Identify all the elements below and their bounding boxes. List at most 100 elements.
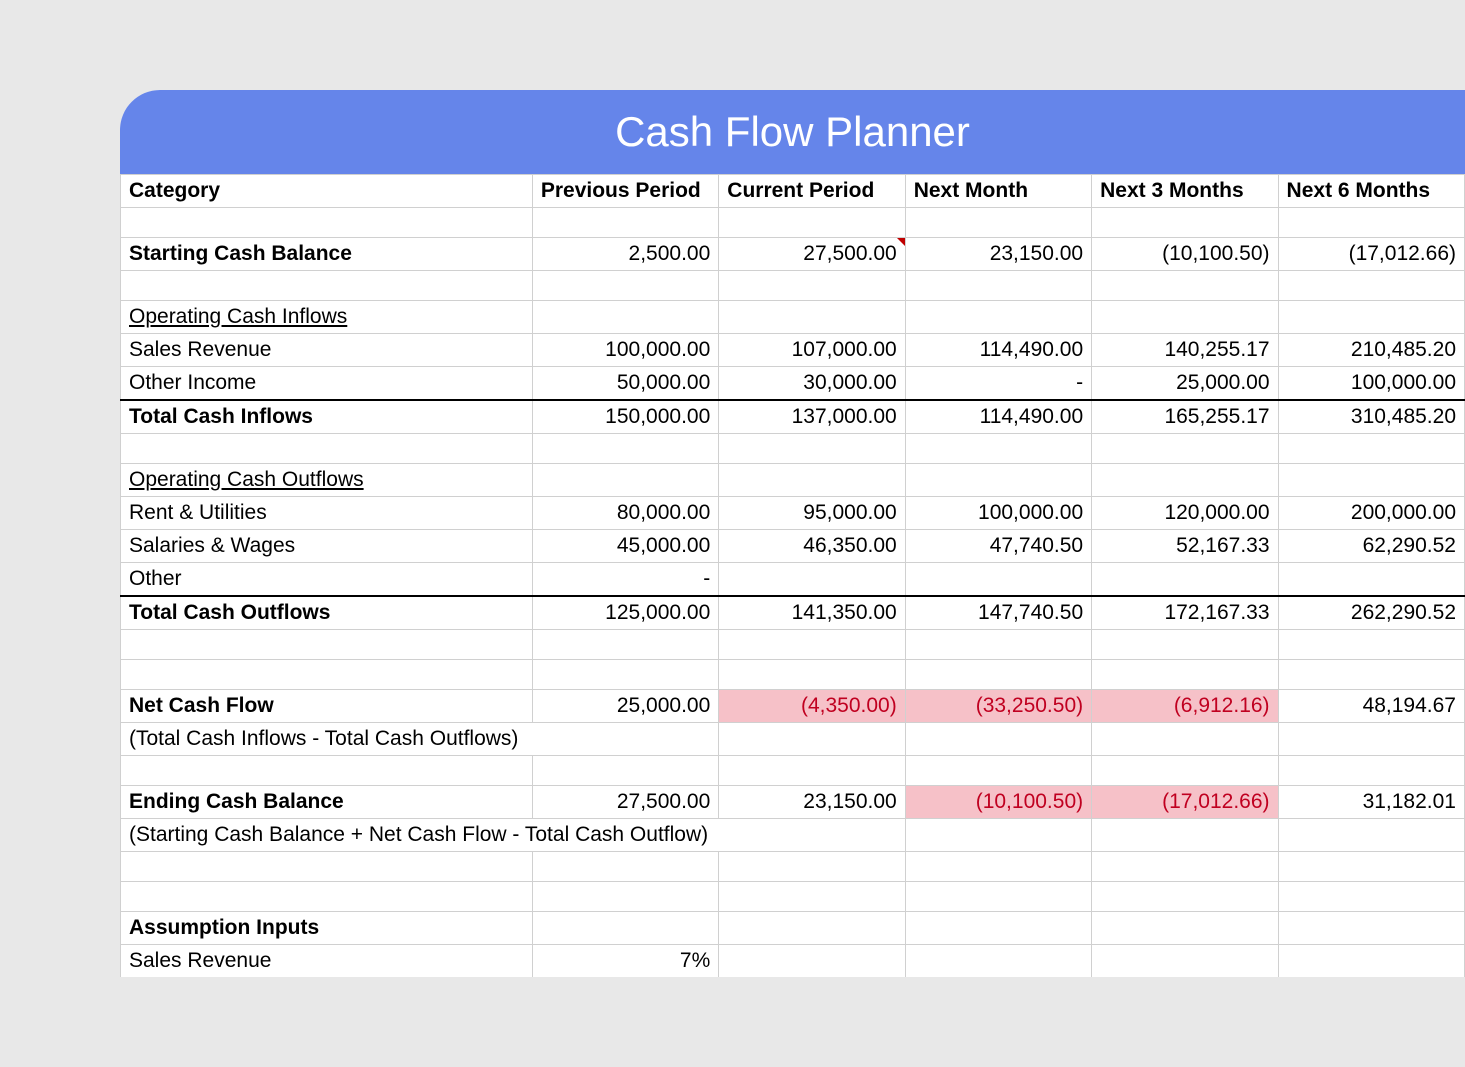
cell[interactable]: 23,150.00 — [719, 786, 905, 819]
cell[interactable]: 95,000.00 — [719, 497, 905, 530]
spacer-row — [121, 660, 1465, 690]
cell[interactable]: (6,912.16) — [1092, 690, 1278, 723]
cell[interactable]: 27,500.00 — [532, 786, 718, 819]
row-rent: Rent & Utilities 80,000.00 95,000.00 100… — [121, 497, 1465, 530]
row-ending-cash-note: (Starting Cash Balance + Net Cash Flow -… — [121, 819, 1465, 852]
cell[interactable]: (33,250.50) — [905, 690, 1091, 723]
note-net-cash[interactable]: (Total Cash Inflows - Total Cash Outflow… — [121, 723, 719, 756]
label-sales-revenue[interactable]: Sales Revenue — [121, 334, 533, 367]
cell[interactable]: 140,255.17 — [1092, 334, 1278, 367]
spacer-row — [121, 630, 1465, 660]
col-header-previous[interactable]: Previous Period — [532, 175, 718, 208]
cell[interactable]: 100,000.00 — [532, 334, 718, 367]
cell[interactable]: (4,350.00) — [719, 690, 905, 723]
cell[interactable]: 165,255.17 — [1092, 400, 1278, 434]
outer-frame: Cash Flow Planner Category Previous Peri… — [0, 90, 1465, 1067]
cell[interactable]: 100,000.00 — [1278, 367, 1464, 401]
label-net-cash[interactable]: Net Cash Flow — [121, 690, 533, 723]
label-assumption-sales[interactable]: Sales Revenue — [121, 945, 533, 978]
cell[interactable]: 50,000.00 — [532, 367, 718, 401]
spacer-row — [121, 434, 1465, 464]
title-bar: Cash Flow Planner — [120, 90, 1465, 174]
cell[interactable]: (10,100.50) — [1092, 238, 1278, 271]
cell[interactable]: 30,000.00 — [719, 367, 905, 401]
cell[interactable]: 23,150.00 — [905, 238, 1091, 271]
cell[interactable]: 125,000.00 — [532, 596, 718, 630]
label-outflows-header[interactable]: Operating Cash Outflows — [121, 464, 533, 497]
cell[interactable]: 150,000.00 — [532, 400, 718, 434]
page-title: Cash Flow Planner — [615, 108, 970, 155]
cell[interactable]: (17,012.66) — [1278, 238, 1464, 271]
cell[interactable]: 48,194.67 — [1278, 690, 1464, 723]
label-rent[interactable]: Rent & Utilities — [121, 497, 533, 530]
row-assumption-header: Assumption Inputs — [121, 912, 1465, 945]
cash-flow-table: Category Previous Period Current Period … — [120, 174, 1465, 977]
row-outflows-header: Operating Cash Outflows — [121, 464, 1465, 497]
row-other-income: Other Income 50,000.00 30,000.00 - 25,00… — [121, 367, 1465, 401]
cell[interactable] — [1092, 563, 1278, 597]
cell[interactable]: 2,500.00 — [532, 238, 718, 271]
header-row: Category Previous Period Current Period … — [121, 175, 1465, 208]
label-other-income[interactable]: Other Income — [121, 367, 533, 401]
spacer-row — [121, 271, 1465, 301]
spacer-row — [121, 852, 1465, 882]
spacer-row — [121, 208, 1465, 238]
cell[interactable]: 137,000.00 — [719, 400, 905, 434]
col-header-next-month[interactable]: Next Month — [905, 175, 1091, 208]
cell[interactable]: 47,740.50 — [905, 530, 1091, 563]
label-inflows-header[interactable]: Operating Cash Inflows — [121, 301, 533, 334]
cell[interactable]: 310,485.20 — [1278, 400, 1464, 434]
cell[interactable]: 7% — [532, 945, 718, 978]
col-header-next-3[interactable]: Next 3 Months — [1092, 175, 1278, 208]
cell[interactable]: 210,485.20 — [1278, 334, 1464, 367]
row-total-outflows: Total Cash Outflows 125,000.00 141,350.0… — [121, 596, 1465, 630]
row-other-outflow: Other - — [121, 563, 1465, 597]
cell[interactable]: (10,100.50) — [905, 786, 1091, 819]
spreadsheet-container: Cash Flow Planner Category Previous Peri… — [120, 90, 1465, 977]
cell[interactable]: 45,000.00 — [532, 530, 718, 563]
cell[interactable]: 25,000.00 — [1092, 367, 1278, 401]
spacer-row — [121, 882, 1465, 912]
cell[interactable]: 46,350.00 — [719, 530, 905, 563]
cell[interactable]: 120,000.00 — [1092, 497, 1278, 530]
cell[interactable]: 172,167.33 — [1092, 596, 1278, 630]
cell[interactable]: 27,500.00 — [719, 238, 905, 271]
row-sales-revenue: Sales Revenue 100,000.00 107,000.00 114,… — [121, 334, 1465, 367]
cell[interactable] — [719, 563, 905, 597]
cell[interactable]: 141,350.00 — [719, 596, 905, 630]
cell[interactable] — [1278, 563, 1464, 597]
label-other-outflow[interactable]: Other — [121, 563, 533, 597]
label-total-inflows[interactable]: Total Cash Inflows — [121, 400, 533, 434]
label-assumption-header[interactable]: Assumption Inputs — [121, 912, 533, 945]
row-total-inflows: Total Cash Inflows 150,000.00 137,000.00… — [121, 400, 1465, 434]
cell[interactable]: 114,490.00 — [905, 400, 1091, 434]
cell[interactable]: 31,182.01 — [1278, 786, 1464, 819]
col-header-next-6[interactable]: Next 6 Months — [1278, 175, 1464, 208]
spacer-row — [121, 756, 1465, 786]
label-ending-cash[interactable]: Ending Cash Balance — [121, 786, 533, 819]
cell[interactable]: - — [532, 563, 718, 597]
label-salaries[interactable]: Salaries & Wages — [121, 530, 533, 563]
col-header-current[interactable]: Current Period — [719, 175, 905, 208]
cell[interactable]: - — [905, 367, 1091, 401]
cell[interactable]: 114,490.00 — [905, 334, 1091, 367]
cell[interactable]: 25,000.00 — [532, 690, 718, 723]
cell[interactable]: 62,290.52 — [1278, 530, 1464, 563]
cell[interactable]: 200,000.00 — [1278, 497, 1464, 530]
row-net-cash: Net Cash Flow 25,000.00 (4,350.00) (33,2… — [121, 690, 1465, 723]
label-total-outflows[interactable]: Total Cash Outflows — [121, 596, 533, 630]
cell[interactable]: 100,000.00 — [905, 497, 1091, 530]
row-inflows-header: Operating Cash Inflows — [121, 301, 1465, 334]
cell[interactable]: 52,167.33 — [1092, 530, 1278, 563]
cell[interactable]: 262,290.52 — [1278, 596, 1464, 630]
cell[interactable]: 147,740.50 — [905, 596, 1091, 630]
cell[interactable]: 80,000.00 — [532, 497, 718, 530]
label-starting-cash[interactable]: Starting Cash Balance — [121, 238, 533, 271]
col-header-category[interactable]: Category — [121, 175, 533, 208]
row-ending-cash: Ending Cash Balance 27,500.00 23,150.00 … — [121, 786, 1465, 819]
cell[interactable] — [905, 563, 1091, 597]
row-assumption-sales: Sales Revenue 7% — [121, 945, 1465, 978]
note-ending-cash[interactable]: (Starting Cash Balance + Net Cash Flow -… — [121, 819, 906, 852]
cell[interactable]: (17,012.66) — [1092, 786, 1278, 819]
cell[interactable]: 107,000.00 — [719, 334, 905, 367]
